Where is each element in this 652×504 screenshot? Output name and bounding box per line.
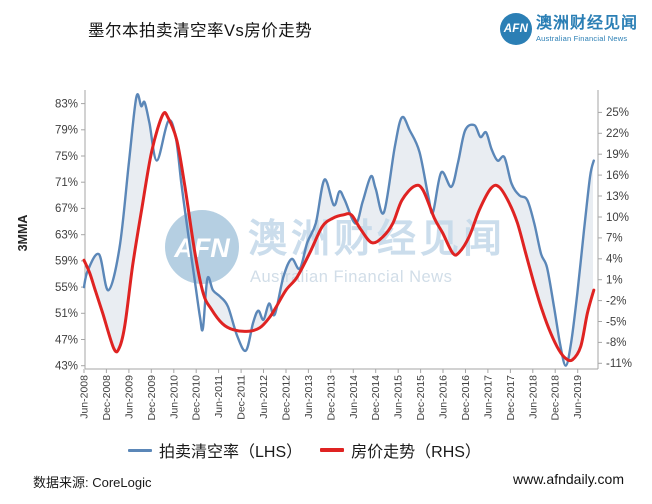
red-line-swatch [320,448,344,452]
svg-text:16%: 16% [606,170,629,182]
svg-text:Jun-2016: Jun-2016 [438,375,450,419]
svg-text:Dec-2015: Dec-2015 [415,375,427,421]
data-source-note: 数据来源: CoreLogic [33,472,151,491]
svg-text:Jun-2018: Jun-2018 [527,375,539,419]
svg-text:Dec-2010: Dec-2010 [191,375,203,421]
blue-line-swatch [128,449,152,452]
svg-text:67%: 67% [55,203,78,215]
svg-text:71%: 71% [55,177,78,189]
legend-label-clearance-rate: 拍卖清空率（LHS） [159,438,302,462]
x-axis-labels: Jun-2008 Dec-2008 Jun-2009 Dec-2009 Jun-2010… [79,369,585,421]
legend-label-price-trend: 房价走势（RHS） [351,438,481,462]
page: 墨尔本拍卖清空率Vs房价走势 AFN 澳洲财经见闻 Australian Fin… [0,0,652,504]
svg-text:43%: 43% [55,361,78,373]
svg-text:-11%: -11% [606,358,632,370]
svg-text:25%: 25% [606,107,629,119]
svg-text:Jun-2010: Jun-2010 [168,375,180,419]
legend-item-clearance-rate: 拍卖清空率（LHS） [128,438,302,462]
svg-text:55%: 55% [55,282,78,294]
svg-text:Dec-2008: Dec-2008 [101,375,113,421]
svg-text:Dec-2011: Dec-2011 [236,375,248,420]
svg-text:51%: 51% [55,308,78,320]
svg-text:Jun-2008: Jun-2008 [79,375,91,419]
line-chart: AFN澳洲财经见闻Australian Financial News 83% 79%… [0,0,652,504]
svg-text:47%: 47% [55,334,78,346]
svg-text:22%: 22% [606,128,629,140]
svg-text:1%: 1% [606,275,623,287]
svg-text:-5%: -5% [606,316,626,328]
legend: 拍卖清空率（LHS） 房价走势（RHS） [128,438,481,462]
svg-text:75%: 75% [55,151,78,163]
svg-text:7%: 7% [606,233,623,245]
svg-text:Dec-2013: Dec-2013 [325,375,337,421]
svg-text:79%: 79% [55,125,78,137]
svg-text:Dec-2018: Dec-2018 [550,375,562,421]
svg-text:Jun-2019: Jun-2019 [572,375,584,419]
svg-text:10%: 10% [606,212,629,224]
watermark-abbr: AFN [173,233,230,263]
right-axis-labels: 25% 22% 19% 16% 13% 10% 7% 4% 1% -2% -5% -8% -11% [598,107,632,370]
svg-text:Jun-2013: Jun-2013 [303,375,315,419]
svg-text:Jun-2009: Jun-2009 [123,375,135,419]
svg-text:13%: 13% [606,191,629,203]
svg-text:Dec-2009: Dec-2009 [146,375,158,421]
svg-text:Jun-2014: Jun-2014 [348,375,360,419]
svg-text:83%: 83% [55,98,78,110]
svg-text:-2%: -2% [606,295,626,307]
svg-text:Dec-2017: Dec-2017 [505,375,517,421]
svg-text:59%: 59% [55,256,78,268]
left-axis-title: 3MMA [16,215,30,252]
svg-text:63%: 63% [55,230,78,242]
svg-text:-8%: -8% [606,337,626,349]
svg-text:19%: 19% [606,149,629,161]
svg-text:Jun-2017: Jun-2017 [482,375,494,419]
watermark-name-en: Australian Financial News [250,268,452,286]
watermark: AFN澳洲财经见闻Australian Financial News [165,210,506,286]
svg-text:Dec-2014: Dec-2014 [370,375,382,421]
svg-text:Jun-2015: Jun-2015 [393,375,405,419]
legend-item-price-trend: 房价走势（RHS） [320,438,481,462]
left-axis-labels: 83% 79% 75% 71% 67% 63% 59% 55% 51% 47% 43% [55,98,85,372]
svg-text:Jun-2012: Jun-2012 [258,375,270,419]
website-url: www.afndaily.com [513,471,624,487]
svg-text:4%: 4% [606,254,623,266]
svg-text:Dec-2016: Dec-2016 [460,375,472,421]
svg-text:Dec-2012: Dec-2012 [281,375,293,421]
svg-text:Jun-2011: Jun-2011 [213,375,225,418]
